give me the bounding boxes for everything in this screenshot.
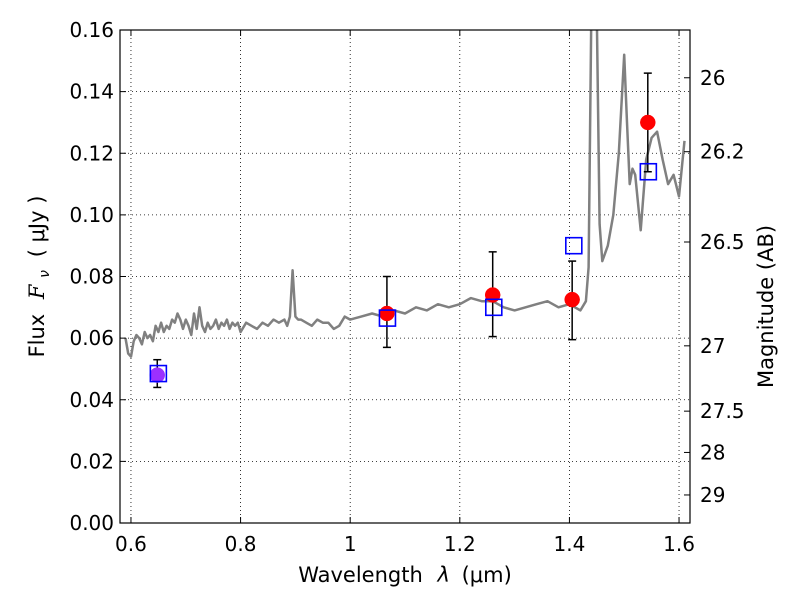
- y-tick-label: 0.16: [69, 18, 114, 42]
- y-axis-label-text: Flux: [25, 314, 49, 358]
- y-axis-label-symbol-sub: ν: [37, 270, 53, 278]
- y2-tick-label: 26: [700, 66, 725, 90]
- x-tick-label: 0.6: [115, 532, 147, 556]
- x-tick-label: 1: [344, 532, 357, 556]
- y-tick-label: 0.00: [69, 511, 114, 535]
- y-tick-label: 0.14: [69, 80, 114, 104]
- y2-tick-label: 29: [700, 483, 725, 507]
- x-tick-label: 1.4: [554, 532, 586, 556]
- y-tick-label: 0.10: [69, 203, 114, 227]
- y-tick-label: 0.08: [69, 265, 114, 289]
- marker-series: [149, 114, 658, 383]
- y2-tick-label: 26.2: [700, 140, 745, 164]
- y-axis-label: Flux F ν ( μJy ): [25, 196, 54, 358]
- x-tick-label: 0.8: [225, 532, 257, 556]
- y2-tick-label: 28: [700, 440, 725, 464]
- y-tick-label: 0.02: [69, 449, 114, 473]
- spectrum-line: [124, 30, 686, 358]
- errorbar-series: [153, 72, 652, 389]
- y2-axis-label: Magnitude (AB): [754, 225, 778, 388]
- model-photometry-point: [565, 236, 583, 255]
- axis-ticks: 0.6 0.8 1 1.2 1.4 1.6 0.00 0.02 0.04 0.06 0.08 0.10…: [69, 18, 744, 556]
- y-tick-label: 0.04: [69, 388, 114, 412]
- y-axis-label-unit: ( μJy ): [25, 196, 49, 258]
- observed-point: [484, 287, 501, 303]
- model-photometry-point: [378, 309, 397, 327]
- model-photometry-point: [149, 364, 168, 383]
- observed-point: [564, 291, 580, 308]
- y-tick-label: 0.06: [69, 326, 114, 350]
- y2-tick-label: 27: [700, 334, 725, 358]
- observed-point: [149, 367, 166, 383]
- model-photometry-point: [639, 162, 658, 181]
- y2-tick-label: 26.5: [700, 230, 745, 254]
- grid-lines: [120, 29, 690, 524]
- model-photometry-point: [484, 298, 503, 317]
- x-axis-label-text: Wavelength: [298, 563, 423, 587]
- x-tick-label: 1.6: [663, 532, 695, 556]
- model-spectrum-series: [124, 30, 686, 358]
- x-axis-label-symbol: λ: [436, 563, 449, 587]
- x-axis-label: Wavelength λ (μm): [298, 563, 512, 587]
- observed-point: [379, 305, 395, 322]
- y2-tick-label: 27.5: [700, 399, 745, 423]
- observed-point: [640, 114, 656, 131]
- x-axis-label-unit: (μm): [462, 563, 512, 587]
- x-tick-label: 1.2: [444, 532, 476, 556]
- y-tick-label: 0.12: [69, 141, 114, 165]
- y-axis-label-symbol: F: [25, 283, 49, 300]
